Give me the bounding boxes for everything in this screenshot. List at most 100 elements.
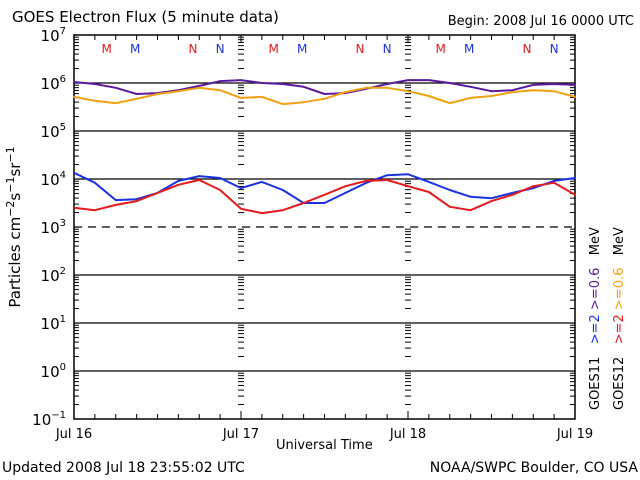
legend-goes11: GOES11 >=2 >=0.6 MeV — [588, 227, 603, 410]
data-point — [511, 91, 514, 93]
data-point — [553, 180, 555, 182]
data-point — [281, 209, 284, 211]
x-tick-label: Jul 17 — [222, 427, 259, 442]
data-point — [469, 209, 472, 211]
satellite-marker: N — [550, 42, 559, 56]
data-point — [490, 95, 493, 97]
satellite-marker: M — [464, 42, 474, 56]
data-point — [386, 179, 388, 181]
data-point — [261, 181, 263, 183]
data-point — [198, 85, 201, 87]
data-point — [386, 174, 388, 176]
data-point — [177, 180, 180, 182]
data-point — [114, 199, 117, 201]
y-tick-label: 105 — [41, 122, 66, 141]
data-point — [344, 192, 347, 194]
y-tick-label: 101 — [41, 314, 66, 333]
data-point — [386, 83, 388, 85]
data-point — [219, 177, 221, 179]
data-point — [135, 93, 138, 95]
data-point — [114, 87, 117, 89]
satellite-marker: M — [269, 42, 279, 56]
begin-time: Begin: 2008 Jul 16 0000 UTC — [447, 14, 634, 29]
series-line-0 — [73, 79, 576, 95]
data-point — [532, 89, 535, 91]
data-point — [135, 98, 138, 100]
legend-goes12-e2: >=2 — [612, 314, 627, 345]
data-point — [281, 83, 284, 85]
data-point — [574, 96, 576, 98]
data-point — [135, 200, 138, 202]
satellite-marker: N — [383, 42, 392, 56]
data-point — [532, 84, 535, 86]
data-point — [94, 182, 96, 184]
y-axis-label: Particles cm−2s−1sr−1 — [4, 146, 24, 307]
data-point — [428, 95, 430, 97]
legend-goes12-e06: >=0.6 — [612, 267, 627, 311]
y-tick-label: 100 — [41, 362, 66, 381]
x-tick-label: Jul 18 — [389, 427, 426, 442]
satellite-marker: N — [216, 42, 225, 56]
data-point — [156, 192, 159, 194]
x-tick-label: Jul 16 — [55, 427, 92, 442]
legend-goes11-unit: MeV — [588, 227, 603, 256]
legend-goes12: GOES12 >=2 >=0.6 MeV — [612, 227, 627, 410]
data-point — [574, 194, 576, 196]
legend-goes11-e2: >=2 — [588, 314, 603, 345]
data-point — [407, 185, 409, 187]
data-point — [261, 82, 263, 84]
data-point — [219, 89, 221, 91]
satellite-marker: M — [102, 42, 112, 56]
data-point — [114, 204, 117, 206]
data-point — [469, 195, 472, 198]
data-point — [323, 202, 326, 204]
data-point — [198, 179, 201, 181]
data-point — [365, 180, 368, 182]
data-point — [365, 182, 368, 184]
data-point — [574, 84, 576, 86]
data-point — [198, 87, 201, 89]
data-point — [469, 86, 472, 88]
data-point — [365, 87, 368, 89]
data-point — [94, 99, 96, 102]
data-point — [198, 175, 201, 177]
data-point — [428, 79, 430, 81]
data-point — [240, 187, 242, 189]
data-point — [240, 207, 242, 210]
data-point — [448, 189, 451, 191]
data-point — [448, 82, 451, 84]
data-point — [428, 191, 430, 193]
legend-goes11-e06: >=0.6 — [588, 267, 603, 311]
chart-title: GOES Electron Flux (5 minute data) — [12, 8, 279, 26]
data-point — [323, 194, 326, 196]
x-axis-label: Universal Time — [276, 438, 373, 453]
legend-goes12-sat: GOES12 — [612, 356, 627, 410]
data-point — [114, 102, 117, 104]
data-point — [94, 83, 96, 85]
y-tick-label: 107 — [41, 26, 66, 45]
updated-timestamp: Updated 2008 Jul 18 23:55:02 UTC — [2, 460, 245, 476]
data-point — [323, 93, 326, 95]
satellite-marker: N — [355, 42, 364, 56]
data-point — [407, 79, 409, 81]
source-credit: NOAA/SWPC Boulder, CO USA — [429, 460, 638, 476]
data-point — [407, 90, 409, 92]
satellite-marker: N — [522, 42, 531, 56]
y-tick-label: 103 — [41, 218, 66, 237]
data-point — [177, 90, 180, 92]
satellite-marker: M — [130, 42, 140, 56]
data-point — [73, 171, 75, 174]
satellite-marker: M — [297, 42, 307, 56]
data-point — [511, 194, 514, 196]
data-point — [302, 101, 305, 103]
data-point — [240, 97, 242, 99]
data-point — [302, 86, 305, 88]
data-point — [73, 207, 75, 209]
data-point — [448, 102, 451, 104]
data-point — [448, 206, 451, 208]
data-point — [553, 90, 555, 92]
data-point — [73, 81, 75, 83]
data-point — [323, 98, 326, 100]
data-point — [407, 173, 409, 175]
data-point — [177, 183, 180, 186]
